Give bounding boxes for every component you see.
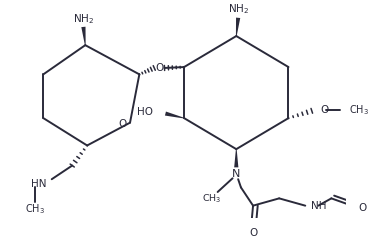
Text: HN: HN xyxy=(31,179,46,189)
Text: O: O xyxy=(359,203,367,213)
Text: O: O xyxy=(320,105,329,115)
Text: CH$_3$: CH$_3$ xyxy=(349,103,369,117)
Text: N: N xyxy=(232,169,241,179)
Polygon shape xyxy=(81,27,85,45)
Text: NH$_2$: NH$_2$ xyxy=(73,12,94,26)
Text: O: O xyxy=(118,118,127,129)
Polygon shape xyxy=(165,112,184,118)
Text: O: O xyxy=(156,63,164,73)
Text: CH$_3$: CH$_3$ xyxy=(25,202,45,216)
Text: NH: NH xyxy=(311,201,326,211)
Text: HO: HO xyxy=(137,107,153,117)
Text: CH$_3$: CH$_3$ xyxy=(202,192,222,205)
Text: NH$_2$: NH$_2$ xyxy=(228,3,249,17)
Polygon shape xyxy=(236,18,240,36)
Text: O: O xyxy=(249,228,257,237)
Polygon shape xyxy=(234,149,238,167)
